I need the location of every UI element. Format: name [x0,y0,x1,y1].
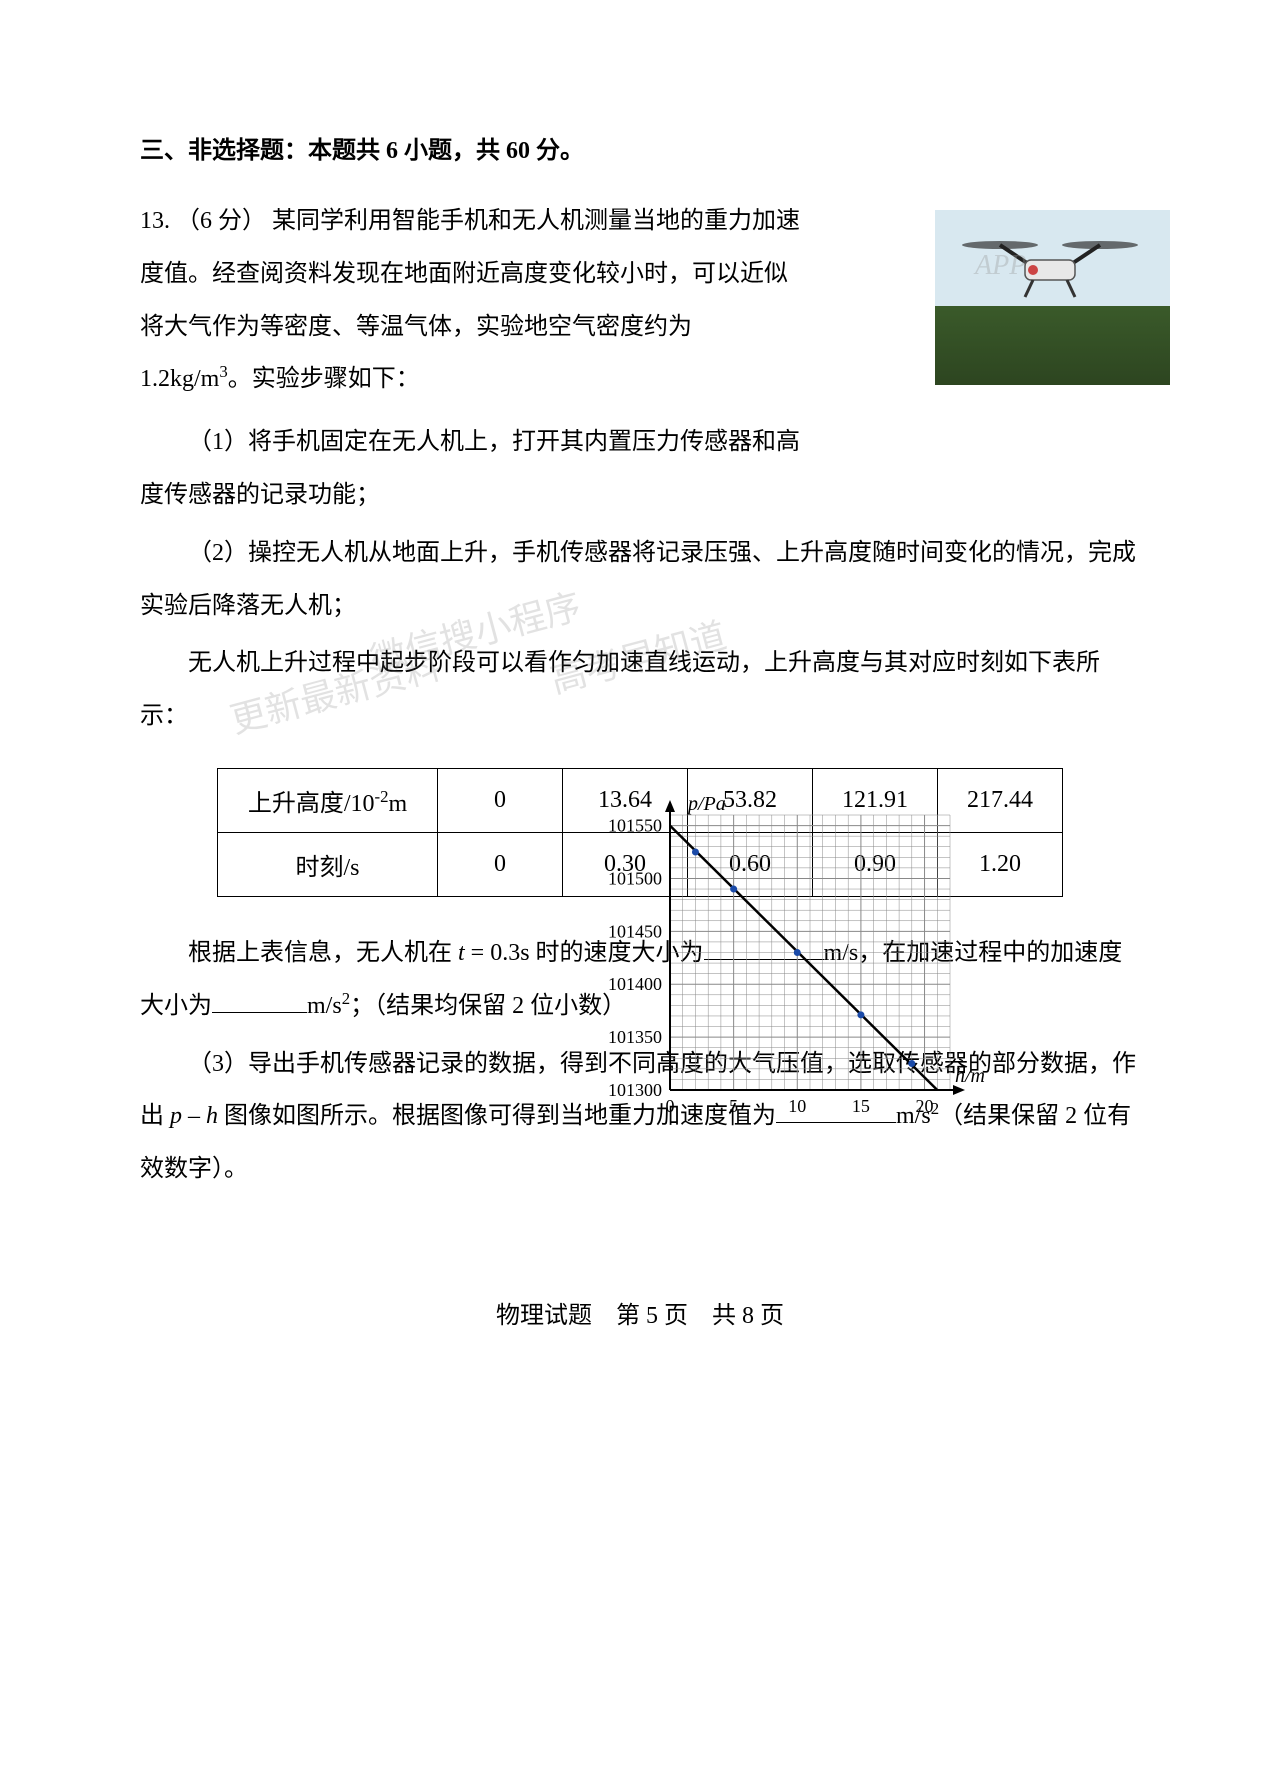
q13-step2b: 无人机上升过程中起步阶段可以看作匀加速直线运动，上升高度与其对应时刻如下表所示： [140,637,1140,743]
q13-intro-text: 某同学利用智能手机和无人机测量当地的重力加速度值。经查阅资料发现在地面附近高度变… [140,208,800,392]
svg-text:0: 0 [666,1096,675,1116]
table-cell: 0 [438,832,563,896]
q13-step2: （2）操控无人机从地面上升，手机传感器将记录压强、上升高度随时间变化的情况，完成… [140,527,1140,633]
svg-text:5: 5 [729,1096,738,1116]
q13-sup3: 3 [219,362,227,381]
chart-svg: 101300 101350 101400 101450 101500 101550 0 5 10… [585,790,985,1130]
var-p: p [170,1103,182,1129]
q13-intro-end: 。实验步骤如下： [228,366,420,392]
unit: m/s [307,993,342,1019]
row2-header: 时刻/s [218,832,438,896]
section-header: 三、非选择题：本题共 6 小题，共 60 分。 [140,130,1140,165]
svg-text:101300: 101300 [608,1080,662,1100]
p-h-chart: 101300 101350 101400 101450 101500 101550 0 5 10… [585,790,985,1130]
question-13-container: 13. （6 分） 某同学利用智能手机和无人机测量当地的重力加速度值。经查阅资料… [140,195,1140,1196]
row1-label-text: 上升高度/10 [248,791,375,817]
watermark-app-icon: APP [975,250,1095,305]
row1-header: 上升高度/10-2m [218,768,438,832]
drone-photo: APP [935,210,1170,385]
table-cell: 0 [438,768,563,832]
svg-text:101500: 101500 [608,868,662,888]
var-t: t [458,940,465,966]
svg-text:20: 20 [916,1096,934,1116]
row1-sup: -2 [375,787,389,806]
q13-step1: （1）将手机固定在无人机上，打开其内置压力传感器和高度传感器的记录功能； [140,416,800,522]
var-h: h [206,1103,218,1129]
sup: 2 [342,989,350,1008]
svg-text:15: 15 [852,1096,870,1116]
svg-text:p/Pa: p/Pa [686,793,726,815]
svg-text:10: 10 [788,1096,806,1116]
dash: – [182,1103,206,1129]
svg-text:101350: 101350 [608,1027,662,1047]
svg-text:101550: 101550 [608,816,662,836]
txt: 根据上表信息，无人机在 [188,940,458,966]
q13-points: （6 分） [176,208,266,234]
page-footer: 物理试题 第 5 页 共 8 页 [0,1295,1280,1330]
svg-text:101400: 101400 [608,974,662,994]
q13-number: 13. [140,208,170,234]
svg-text:101450: 101450 [608,921,662,941]
svg-text:h/m: h/m [955,1065,985,1087]
blank-acceleration [212,986,307,1012]
row1-unit: m [388,791,407,817]
